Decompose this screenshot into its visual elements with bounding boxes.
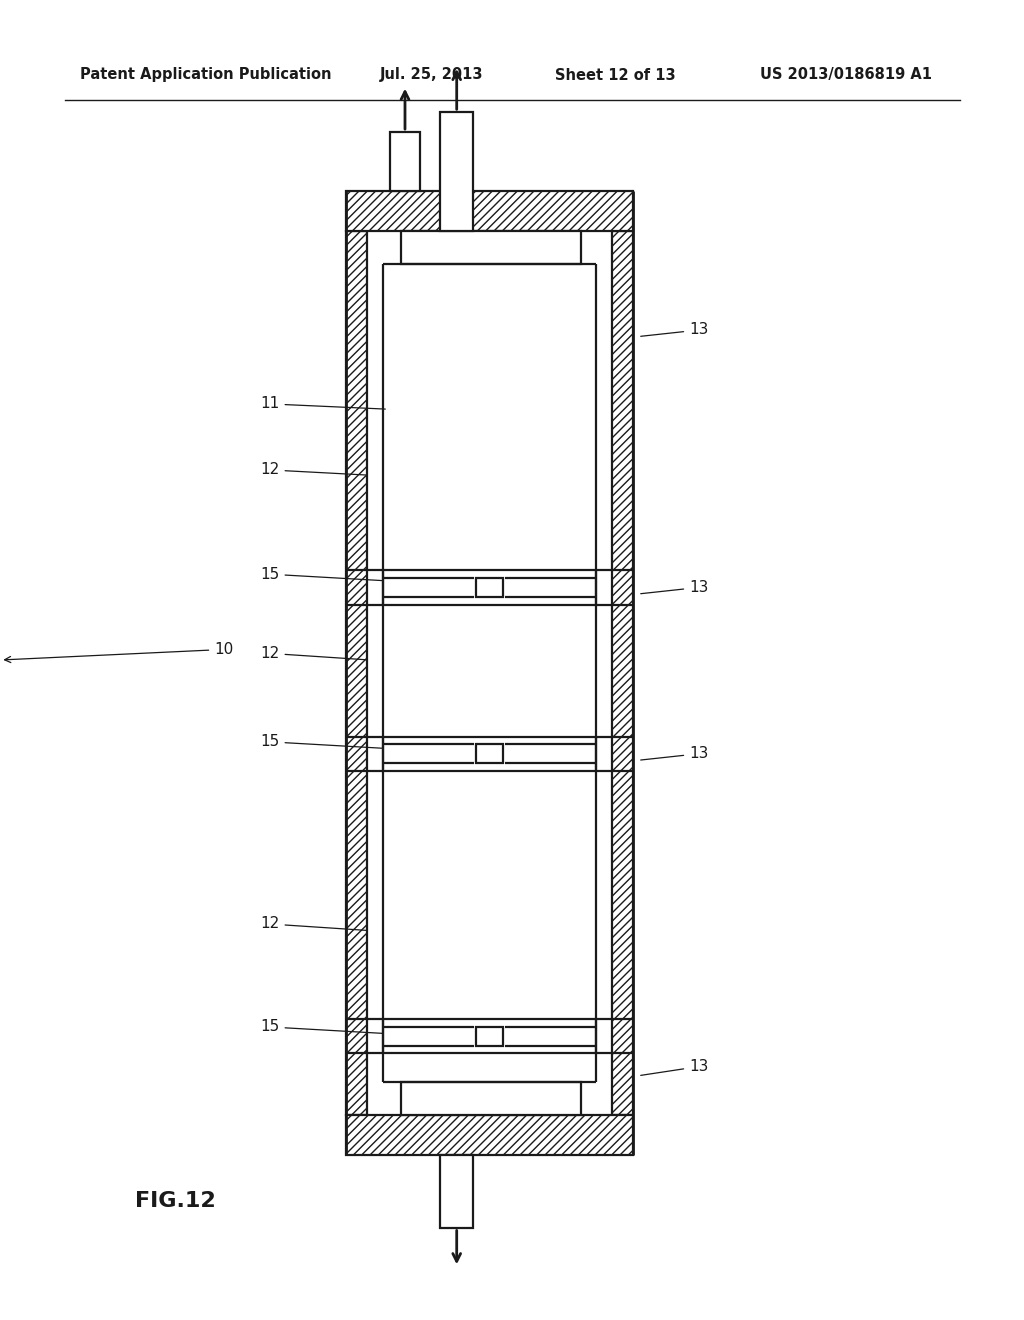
Text: Patent Application Publication: Patent Application Publication: [80, 67, 332, 82]
Text: 11: 11: [260, 396, 385, 412]
Text: 13: 13: [641, 579, 709, 595]
Bar: [390, 132, 420, 191]
Text: 12: 12: [260, 645, 367, 661]
Text: US 2013/0186819 A1: US 2013/0186819 A1: [760, 67, 932, 82]
Bar: [440, 112, 473, 231]
Bar: [401, 1082, 581, 1115]
Bar: [346, 231, 367, 1115]
Bar: [401, 231, 581, 264]
Bar: [383, 570, 596, 605]
Bar: [475, 744, 504, 763]
Text: 15: 15: [260, 734, 383, 750]
Text: 12: 12: [260, 916, 367, 932]
Text: 15: 15: [260, 566, 383, 582]
Bar: [440, 1155, 473, 1228]
Bar: [346, 191, 633, 231]
Text: 13: 13: [641, 746, 709, 762]
Text: 13: 13: [641, 322, 709, 338]
Text: FIG.12: FIG.12: [134, 1191, 215, 1212]
Bar: [346, 1115, 633, 1155]
Bar: [383, 737, 596, 771]
Text: Sheet 12 of 13: Sheet 12 of 13: [555, 67, 676, 82]
Text: Jul. 25, 2013: Jul. 25, 2013: [380, 67, 483, 82]
Text: 12: 12: [260, 462, 367, 478]
Bar: [383, 1019, 596, 1053]
Bar: [475, 1027, 504, 1045]
Bar: [475, 578, 504, 597]
Bar: [612, 231, 633, 1115]
Text: 10: 10: [4, 642, 233, 663]
Text: 15: 15: [260, 1019, 383, 1035]
Text: 13: 13: [641, 1059, 709, 1076]
